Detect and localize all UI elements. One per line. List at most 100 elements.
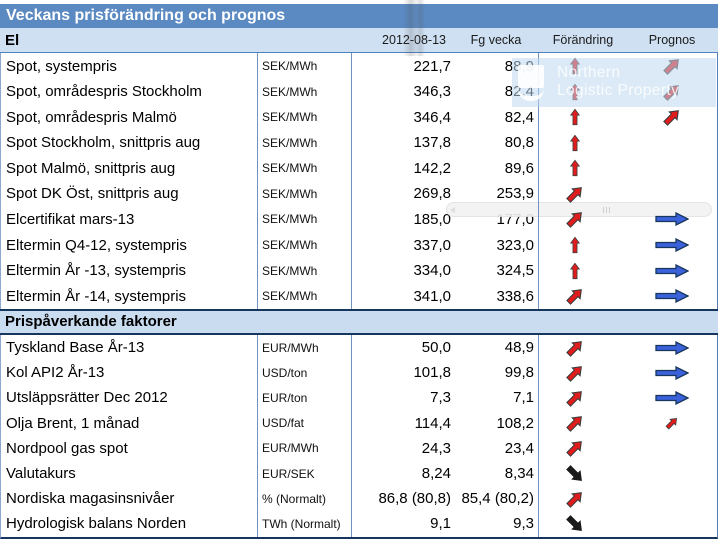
row-change-cell (538, 410, 628, 436)
arrow-diag-up-red-icon (565, 491, 582, 508)
row-change-cell (538, 335, 628, 361)
column-header-change: Förändring (552, 33, 614, 47)
column-header-row: El 2012-08-13 Fg vecka Förändring Progno… (0, 28, 718, 53)
arrow-diag-up-red-icon (565, 365, 582, 382)
row-value-current: 185,0 (413, 210, 451, 228)
table-row: Utsläppsrätter Dec 2012 EUR/ton 7,3 7,1 (1, 385, 717, 411)
row-label: Eltermin Q4-12, systempris (6, 236, 187, 254)
row-label: Eltermin År -14, systempris (6, 287, 187, 305)
row-value-current: 337,0 (413, 236, 451, 254)
row-forecast-cell (628, 461, 716, 486)
row-value-prev: 253,9 (496, 185, 534, 203)
watermark-logo-swoosh-icon (518, 89, 544, 101)
row-forecast-cell (628, 181, 716, 207)
table-row: Olja Brent, 1 månad USD/fat 114,4 108,2 (1, 410, 717, 436)
arrow-diag-up-red-icon (663, 110, 679, 127)
row-value-current: 8,24 (421, 465, 451, 483)
row-change-cell (538, 283, 628, 309)
row-unit: SEK/MWh (257, 129, 352, 156)
row-forecast-cell (628, 360, 716, 385)
scrollbar-grip-icon (603, 207, 610, 213)
screenshot-shadow-artifact (403, 0, 425, 56)
row-label: Tyskland Base År-13 (6, 339, 145, 357)
arrow-up-red-icon (569, 160, 580, 177)
table-row: Spot, områdespris Malmö SEK/MWh 346,4 82,4 (1, 104, 717, 131)
row-unit: SEK/MWh (257, 180, 352, 207)
row-label: Hydrologisk balans Norden (6, 515, 187, 533)
arrow-right-blue-icon (655, 365, 689, 380)
row-value-current: 9,1 (430, 515, 451, 533)
table-row: Tyskland Base År-13 EUR/MWh 50,0 48,9 (1, 335, 717, 361)
row-unit: EUR/MWh (257, 435, 352, 461)
arrow-diag-up-red-icon (565, 289, 582, 305)
table-row: Nordiska magasinsnivåer % (Normalt) 86,8 (… (1, 486, 717, 512)
report-title-bar: Veckans prisförändring och prognos (0, 4, 718, 28)
row-value-current: 142,2 (413, 159, 451, 177)
row-change-cell (538, 486, 628, 512)
table-row: Eltermin Q4-12, systempris SEK/MWh 337,0 32… (1, 232, 717, 259)
row-value-current: 346,4 (413, 108, 451, 126)
row-forecast-cell (628, 411, 716, 436)
row-label: Spot, områdespris Malmö (6, 108, 177, 126)
row-label: Spot, områdespris Stockholm (6, 83, 202, 101)
row-change-cell (538, 435, 628, 461)
arrow-right-blue-icon (655, 263, 689, 278)
row-label: Spot Malmö, snittpris aug (6, 159, 176, 177)
arrow-diag-up-red-icon (565, 441, 582, 458)
arrow-diag-down-black-icon (565, 515, 582, 531)
column-header-date: 2012-08-13 (352, 33, 454, 47)
row-label: Valutakurs (6, 465, 76, 483)
row-forecast-cell (628, 258, 716, 284)
arrow-up-red-icon (569, 236, 580, 254)
column-header-forecast: Prognos (648, 33, 696, 47)
row-value-current: 137,8 (413, 134, 451, 152)
row-unit: EUR/MWh (257, 335, 352, 361)
row-value-prev: 82,4 (504, 108, 534, 126)
table-row: Eltermin År -13, systempris SEK/MWh 334,0 3… (1, 257, 717, 284)
row-unit: TWh (Normalt) (257, 511, 352, 537)
arrow-diag-up-red-icon (565, 212, 582, 229)
row-forecast-cell (628, 335, 716, 360)
row-value-current: 346,3 (413, 83, 451, 101)
row-unit: SEK/MWh (257, 206, 352, 233)
row-forecast-cell (628, 232, 716, 258)
arrow-right-blue-icon (655, 340, 689, 355)
column-header-prev-week: Fg vecka (470, 33, 522, 47)
row-value-prev: 323,0 (496, 236, 534, 254)
section-title-el: El (5, 31, 20, 49)
row-value-current: 114,4 (414, 414, 451, 432)
row-value-prev: 338,6 (496, 287, 534, 305)
row-value-prev: 108,2 (496, 414, 534, 432)
row-forecast-cell (628, 283, 716, 309)
row-value-prev: 99,8 (504, 364, 534, 382)
row-change-cell (538, 206, 628, 233)
arrow-diag-up-red-icon (565, 391, 582, 407)
row-value-prev: 23,4 (504, 439, 534, 457)
table-row: Hydrologisk balans Norden TWh (Normalt) 9,… (1, 511, 717, 537)
row-label: Nordiska magasinsnivåer (6, 490, 175, 508)
row-label: Olja Brent, 1 månad (6, 414, 140, 432)
row-value-current: 269,8 (413, 185, 451, 203)
section-factors-rows: Tyskland Base År-13 EUR/MWh 50,0 48,9 Kol AP… (0, 335, 718, 539)
row-unit: SEK/MWh (257, 283, 352, 309)
arrow-right-blue-icon (655, 390, 689, 405)
row-value-current: 101,8 (413, 364, 451, 382)
row-unit: SEK/MWh (257, 78, 352, 105)
table-row: Elcertifikat mars-13 SEK/MWh 185,0 177,0 (1, 206, 717, 233)
row-label: Eltermin År -13, systempris (6, 262, 187, 280)
row-unit: SEK/MWh (257, 53, 352, 79)
row-forecast-cell (628, 486, 716, 511)
row-forecast-cell (628, 104, 716, 130)
row-change-cell (538, 257, 628, 284)
row-label: Kol API2 År-13 (6, 364, 105, 382)
row-unit: % (Normalt) (257, 486, 352, 512)
row-value-current: 50,0 (421, 339, 451, 357)
row-forecast-cell (628, 155, 716, 181)
watermark-overlay: Northern Logistic Property (512, 58, 716, 107)
row-value-prev: 8,34 (504, 465, 534, 483)
row-value-prev: 48,9 (504, 339, 534, 357)
watermark-logo-icon (518, 65, 544, 88)
row-unit: SEK/MWh (257, 232, 352, 259)
row-forecast-cell (628, 511, 716, 536)
